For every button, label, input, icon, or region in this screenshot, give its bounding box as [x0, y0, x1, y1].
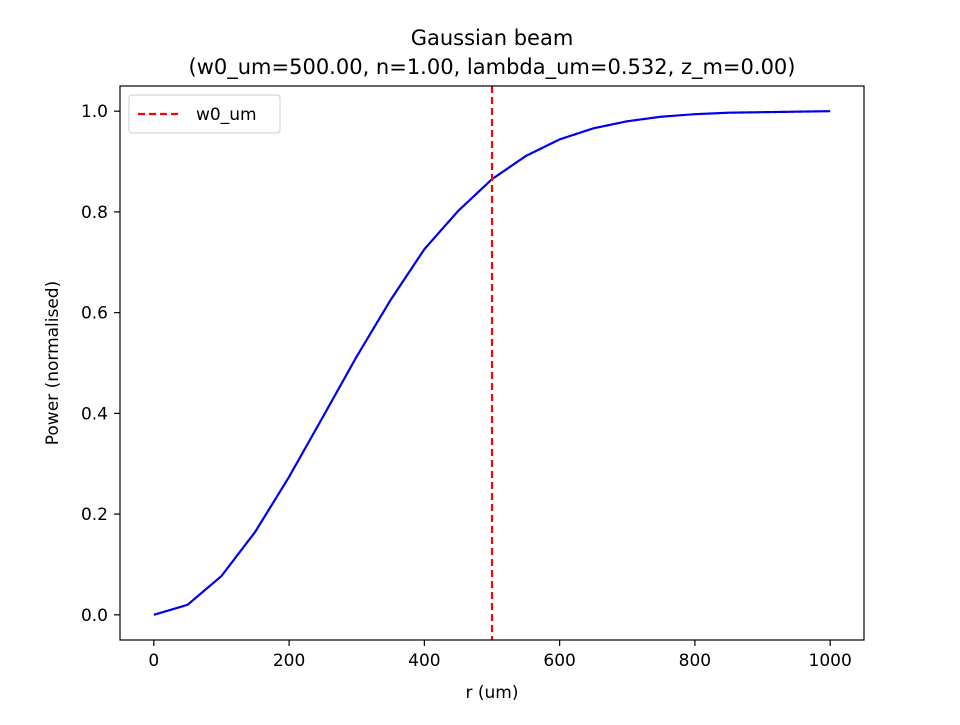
y-tick-label: 0.0	[81, 606, 108, 626]
x-tick-label: 200	[273, 651, 305, 671]
x-tick-label: 400	[408, 651, 440, 671]
legend: w0_um	[128, 94, 281, 134]
x-tick-label: 800	[679, 651, 711, 671]
plot-frame	[119, 85, 865, 641]
y-axis-label: Power (normalised)	[43, 281, 63, 445]
x-tick-label: 1000	[809, 651, 852, 671]
legend-label-w0-um: w0_um	[196, 105, 257, 125]
x-axis-ticks: 0 200 400 600 800 1000	[148, 640, 852, 671]
x-axis-label: r (um)	[466, 683, 519, 703]
x-tick-label: 0	[148, 651, 159, 671]
y-tick-label: 1.0	[81, 102, 108, 122]
x-tick-label: 600	[543, 651, 575, 671]
legend-box	[128, 94, 281, 134]
chart-subtitle: (w0_um=500.00, n=1.00, lambda_um=0.532, …	[189, 55, 796, 80]
chart-title: Gaussian beam	[411, 26, 574, 50]
y-axis-ticks: 0.0 0.2 0.4 0.6 0.8 1.0	[81, 102, 120, 626]
y-tick-label: 0.8	[81, 203, 108, 223]
y-tick-label: 0.2	[81, 505, 108, 525]
y-tick-label: 0.4	[81, 404, 108, 424]
y-tick-label: 0.6	[81, 304, 108, 324]
plot-content	[153, 86, 831, 640]
